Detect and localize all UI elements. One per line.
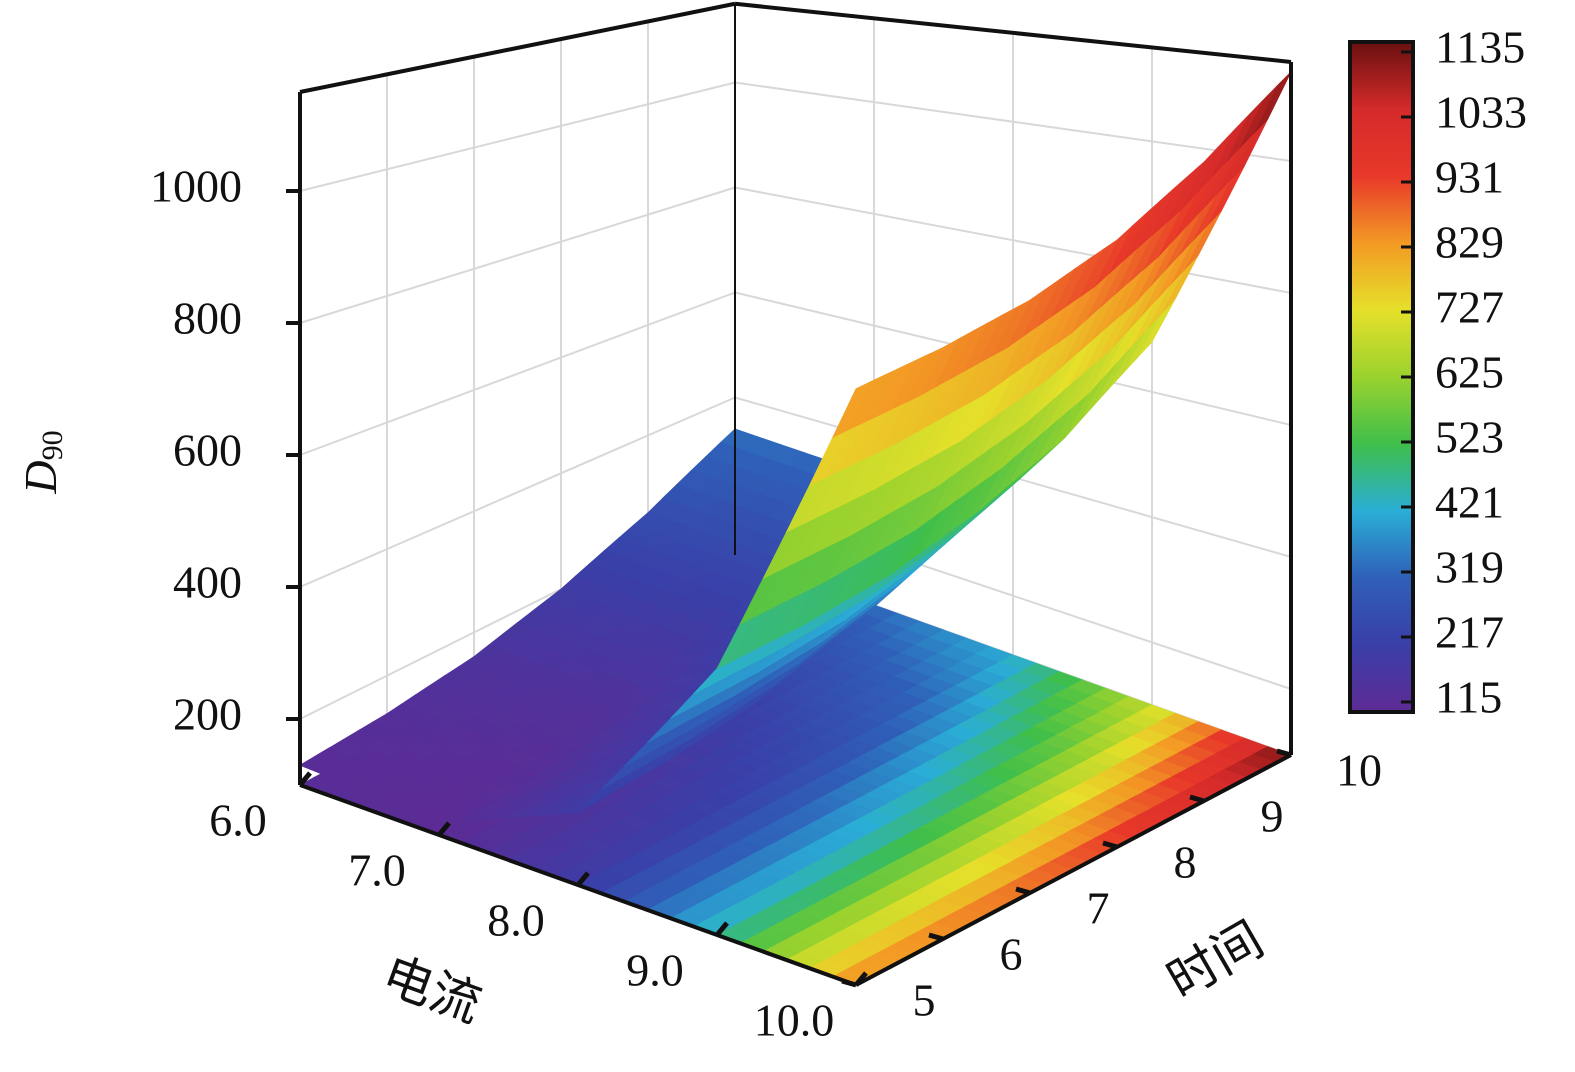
axis-line — [855, 753, 1292, 987]
z-axis-label: D90 — [15, 430, 69, 494]
x-tick-label: 7.0 — [348, 845, 406, 896]
surface — [299, 71, 1292, 986]
colorbar-tick-label: 931 — [1435, 152, 1504, 203]
colorbar-tick-label: 727 — [1435, 282, 1504, 333]
surface-patch — [831, 380, 872, 439]
z-tick-label: 600 — [173, 425, 242, 476]
axis-line — [299, 1, 736, 94]
z-tick-label: 800 — [173, 293, 242, 344]
x-tick — [576, 871, 590, 887]
y-axis-label: 时间 — [1158, 911, 1273, 1009]
y-tick-label: 8 — [1174, 837, 1197, 888]
colorbar-tick-label: 421 — [1435, 477, 1504, 528]
x-axis-label: 电流 — [375, 946, 488, 1033]
x-tick — [437, 821, 451, 837]
z-label-sub: 90 — [36, 430, 69, 460]
grid-line — [299, 81, 736, 192]
colorbar-tick-label: 217 — [1435, 607, 1504, 658]
colorbar-tick-label: 523 — [1435, 412, 1504, 463]
z-label-main: D — [15, 460, 66, 494]
y-tick — [1189, 794, 1205, 804]
colorbar-tick-label: 1135 — [1435, 22, 1525, 73]
x-tick — [854, 971, 868, 987]
x-tick-label: 6.0 — [209, 795, 267, 846]
x-tick-label: 10.0 — [754, 995, 835, 1046]
x-tick-label: 8.0 — [487, 895, 545, 946]
z-tick-label: 200 — [173, 689, 242, 740]
colorbar-tick-label: 1033 — [1435, 87, 1527, 138]
y-tick — [928, 932, 944, 942]
y-tick — [841, 978, 857, 988]
grid-line — [299, 291, 736, 456]
z-tick-label: 400 — [173, 557, 242, 608]
y-tick-label: 9 — [1261, 791, 1284, 842]
x-tick — [298, 771, 312, 787]
y-tick-label: 5 — [913, 975, 936, 1026]
y-tick — [1276, 748, 1292, 758]
y-tick — [1015, 886, 1031, 896]
colorbar-tick-label: 319 — [1435, 542, 1504, 593]
y-tick-label: 7 — [1087, 883, 1110, 934]
y-tick-label: 10 — [1336, 745, 1382, 796]
y-tick-label: 6 — [1000, 929, 1023, 980]
colorbar-tick-label: 625 — [1435, 347, 1504, 398]
x-tick-label: 9.0 — [626, 945, 684, 996]
x-tick — [715, 921, 729, 937]
z-tick-label: 1000 — [150, 161, 242, 212]
colorbar-tick-label: 115 — [1435, 672, 1502, 723]
axis-line — [734, 1, 1292, 64]
grid-line — [299, 186, 736, 324]
grid-line — [299, 396, 736, 588]
colorbar-tick-label: 829 — [1435, 217, 1504, 268]
y-tick — [1102, 840, 1118, 850]
